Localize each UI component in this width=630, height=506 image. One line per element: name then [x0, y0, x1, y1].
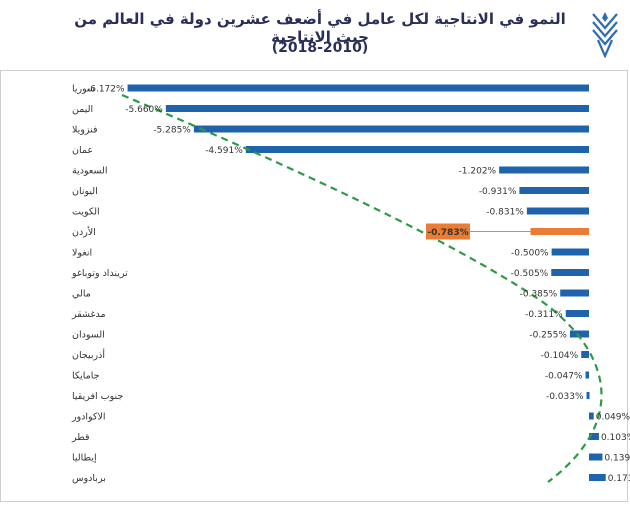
bar: [569, 330, 589, 338]
bar: [581, 351, 589, 358]
value-label: -0.505%: [511, 269, 549, 279]
category-label: الكويت: [72, 207, 100, 218]
category-label: قطر: [71, 432, 90, 443]
category-label: السودان: [72, 330, 105, 341]
bar: [586, 392, 590, 399]
bar: [560, 289, 589, 297]
bar: [193, 125, 589, 133]
category-label: جنوب افريقيا: [72, 391, 123, 402]
bar: [165, 105, 589, 112]
bar: [526, 207, 589, 215]
category-label: الاكوادور: [71, 412, 106, 423]
value-label: -0.783%: [427, 228, 468, 238]
value-label: -0.831%: [486, 208, 524, 218]
value-label: 0.173%: [608, 474, 630, 484]
value-label: 0.139%: [604, 454, 630, 464]
category-label: انغولا: [72, 248, 92, 259]
category-label: اليمن: [72, 104, 93, 115]
value-label: 0.103%: [601, 433, 630, 443]
category-label: مدغشقر: [71, 309, 106, 320]
chart-subtitle: (2018-2010): [271, 40, 369, 56]
value-label: -1.202%: [459, 167, 497, 177]
value-label: -5.660%: [125, 105, 163, 115]
value-label: 0.049%: [596, 413, 630, 423]
bar: [589, 412, 594, 420]
trend-line: [121, 93, 603, 483]
bar: [551, 248, 589, 256]
value-label: -0.033%: [546, 392, 584, 402]
category-label: ترينداد وتوباغو: [71, 268, 128, 279]
category-label: فنزويلا: [72, 125, 98, 136]
bar: [589, 453, 603, 461]
value-label: -0.385%: [520, 290, 558, 300]
category-label: جامايكا: [72, 371, 100, 382]
category-label: سوريا: [72, 84, 95, 95]
bar: [530, 228, 589, 235]
bar: [565, 310, 589, 317]
bar: [127, 84, 590, 92]
logo-icon: [592, 12, 618, 58]
bar: [585, 371, 589, 379]
category-label: مالي: [72, 289, 91, 300]
category-label: الأردن: [72, 226, 96, 238]
value-label: -0.255%: [529, 331, 567, 341]
bar: [589, 474, 606, 481]
chart-title: النمو في الانتاجية لكل عامل في أضعف عشري…: [74, 10, 566, 46]
value-label: -4.591%: [205, 146, 243, 156]
bar: [551, 269, 589, 276]
chart-frame: [0, 70, 628, 502]
value-label: -5.285%: [153, 126, 191, 136]
value-label: -0.311%: [525, 310, 563, 320]
highlight-label-box: [426, 223, 470, 240]
value-label: -0.500%: [511, 249, 549, 259]
bar: [499, 166, 589, 174]
bar: [245, 146, 589, 153]
value-label: -6.172%: [87, 85, 125, 95]
category-label: اليونان: [72, 186, 98, 197]
bar: [589, 433, 599, 440]
value-label: -0.047%: [545, 372, 583, 382]
category-label: عمان: [72, 145, 93, 156]
value-label: -0.931%: [479, 187, 517, 197]
category-label: بربادوس: [72, 473, 106, 484]
category-label: أذربيجان: [72, 348, 105, 361]
bar: [519, 187, 589, 194]
value-label: -0.104%: [541, 351, 579, 361]
category-label: السعودية: [72, 166, 107, 177]
category-label: إيطاليا: [72, 453, 97, 464]
